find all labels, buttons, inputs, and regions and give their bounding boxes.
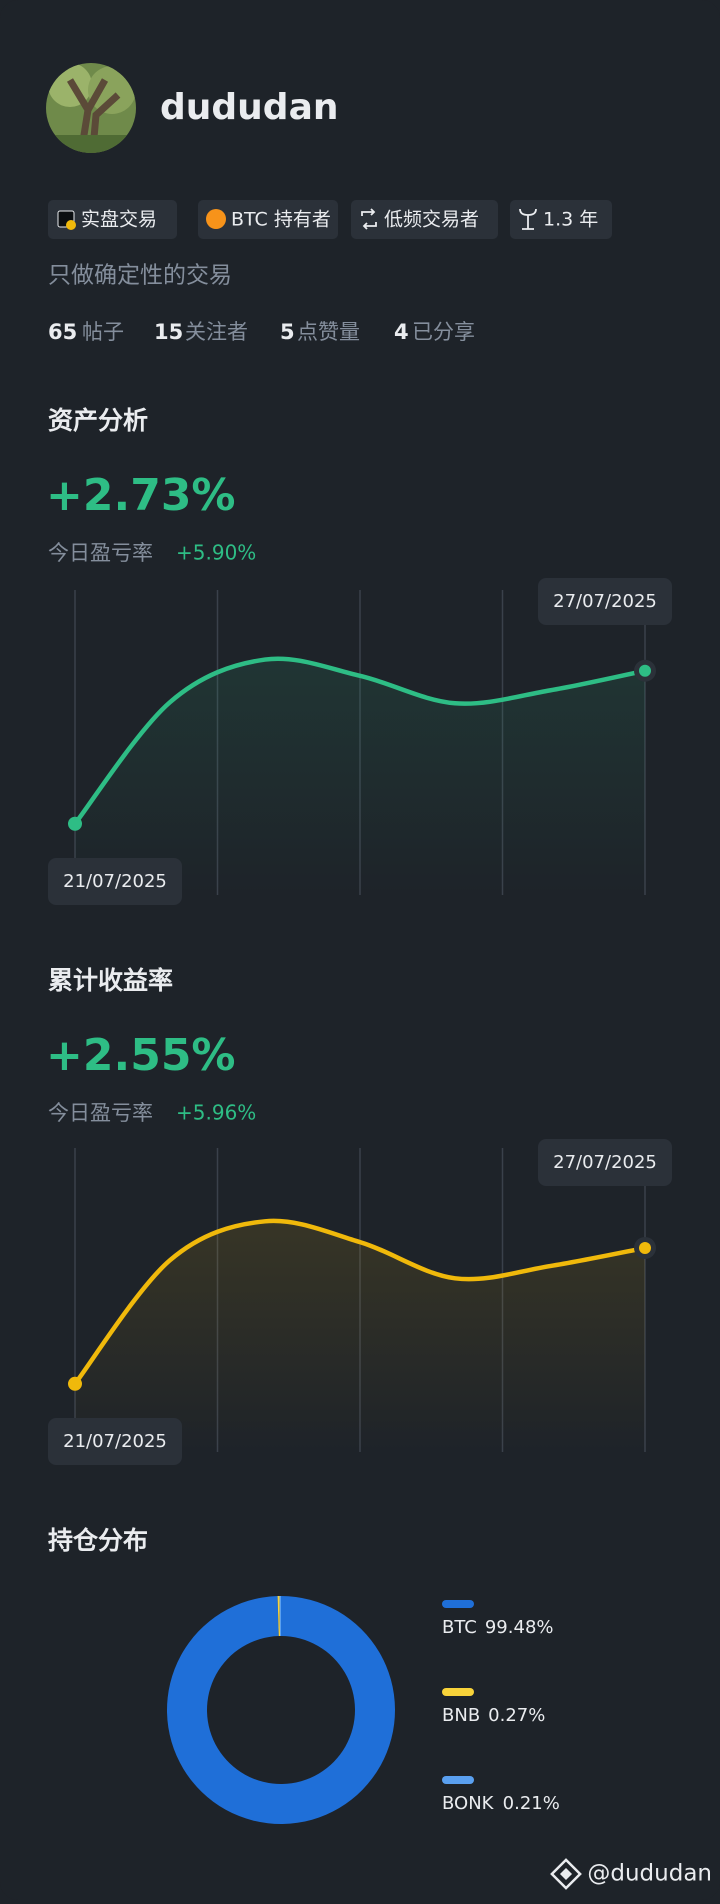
headline-value: +2.55% xyxy=(46,1030,236,1081)
date-badge xyxy=(538,1139,672,1186)
tag-label: 1.3 年 xyxy=(543,209,598,231)
subtitle-value: +5.96% xyxy=(176,1101,256,1125)
footer-logo xyxy=(550,1858,582,1890)
date-label: 21/07/2025 xyxy=(63,871,167,892)
section-title: 持仓分布 xyxy=(48,1526,148,1555)
section-title: 资产分析 xyxy=(48,406,148,435)
stat-label: 帖子 xyxy=(82,320,124,344)
start-point xyxy=(68,1376,82,1391)
stat-value: 5 xyxy=(280,320,295,344)
date-label: 27/07/2025 xyxy=(553,1152,657,1173)
legend-label: BONK xyxy=(442,1793,495,1814)
legend-label: BNB xyxy=(442,1705,480,1726)
end-point xyxy=(639,664,651,677)
tag-icon xyxy=(66,220,76,230)
stat-label: 点赞量 xyxy=(297,320,360,344)
tag-icon xyxy=(519,208,537,230)
donut-segment xyxy=(277,1596,281,1637)
tag-chip xyxy=(48,200,177,239)
stat-value: 4 xyxy=(394,320,409,344)
username: dududan xyxy=(160,87,339,128)
stat-label: 已分享 xyxy=(412,320,475,344)
date-label: 27/07/2025 xyxy=(553,591,657,612)
tag-chip xyxy=(198,200,338,239)
legend-swatch xyxy=(442,1600,474,1608)
donut-segment xyxy=(279,1596,281,1637)
area-fill xyxy=(75,658,645,895)
date-badge xyxy=(48,1418,182,1465)
legend-value: 0.27% xyxy=(488,1705,545,1726)
tag-label: 实盘交易 xyxy=(81,209,157,231)
date-label: 21/07/2025 xyxy=(63,1431,167,1452)
start-point xyxy=(68,816,82,831)
date-badge xyxy=(48,858,182,905)
subtitle-label: 今日盈亏率 xyxy=(48,541,153,565)
headline-value: +2.73% xyxy=(46,470,236,521)
line xyxy=(72,1218,648,1387)
watermark: @dududan xyxy=(587,1861,712,1887)
stat-value: 15 xyxy=(154,320,183,344)
tag-icon xyxy=(206,209,226,229)
legend-swatch xyxy=(442,1688,474,1696)
date-badge xyxy=(538,578,672,625)
tag-icon xyxy=(361,208,377,230)
legend-label: BTC xyxy=(442,1617,477,1638)
legend-swatch xyxy=(442,1776,474,1784)
section-title: 累计收益率 xyxy=(48,966,173,995)
stat-value: 65 xyxy=(48,320,77,344)
donut-segment xyxy=(166,1596,395,1824)
bio: 只做确定性的交易 xyxy=(48,263,232,289)
line xyxy=(72,656,648,827)
tag-label: BTC 持有者 xyxy=(231,209,331,231)
tag-label: 低频交易者 xyxy=(384,209,479,231)
subtitle-label: 今日盈亏率 xyxy=(48,1101,153,1125)
area-fill xyxy=(75,1220,645,1452)
subtitle-value: +5.90% xyxy=(176,541,256,565)
tag-chip xyxy=(351,200,498,239)
legend-value: 0.21% xyxy=(503,1793,560,1814)
legend-value: 99.48% xyxy=(485,1617,554,1638)
stat-label: 关注者 xyxy=(185,320,248,344)
end-point xyxy=(639,1241,651,1254)
